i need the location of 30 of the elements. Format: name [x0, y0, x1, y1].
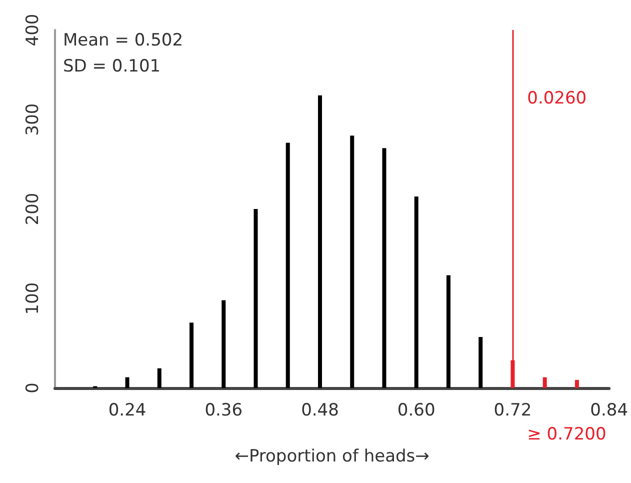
annotation: SD = 0.101 — [63, 56, 161, 76]
x-tick-label: 0.24 — [108, 400, 146, 420]
annotation: 0.0260 — [527, 88, 587, 108]
y-tick-label: 400 — [23, 14, 43, 46]
x-tick-label: 0.72 — [494, 400, 532, 420]
bar — [574, 380, 579, 388]
x-tick-label: 0.36 — [204, 400, 243, 420]
annotation: Mean = 0.502 — [63, 30, 184, 50]
y-tick-label: 0 — [23, 382, 43, 394]
bar — [382, 148, 386, 388]
x-tick-label: 0.60 — [397, 400, 436, 420]
ref-line-label: ≥ 0.7200 — [527, 424, 606, 444]
bar — [318, 95, 322, 388]
y-tick-label: 100 — [23, 282, 43, 315]
bar — [190, 322, 194, 388]
x-tick-label: 0.48 — [301, 400, 339, 420]
y-tick-label: 300 — [23, 103, 43, 136]
bar — [222, 300, 226, 388]
bar — [446, 275, 450, 388]
bar — [157, 368, 162, 388]
bar — [286, 142, 290, 388]
bar — [254, 209, 258, 388]
x-tick-label: 0.84 — [590, 400, 628, 420]
bar — [542, 377, 547, 388]
y-tick-label: 200 — [23, 192, 43, 226]
bar — [414, 196, 418, 388]
bar — [125, 377, 130, 388]
bar — [478, 336, 483, 388]
x-axis-title: ←Proportion of heads→ — [234, 446, 430, 466]
bar — [350, 136, 354, 388]
